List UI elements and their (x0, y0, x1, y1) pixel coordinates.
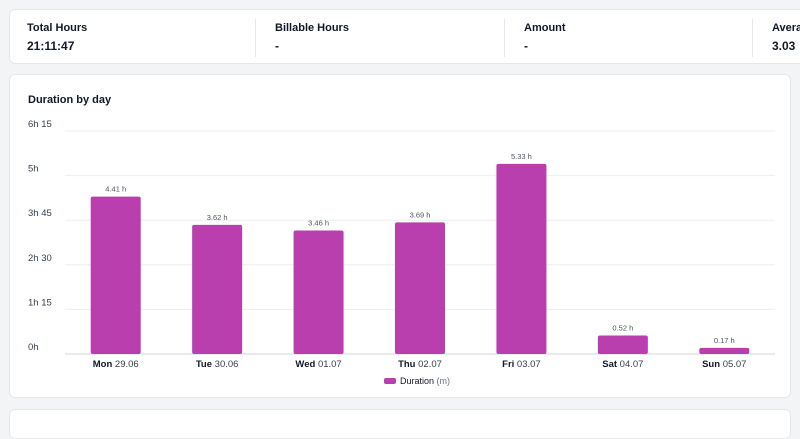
stat-label: Avera (772, 22, 800, 34)
chart-bar (192, 224, 243, 354)
bar-value-label: 3.62 h (207, 213, 228, 222)
chart-title: Duration by day (28, 94, 112, 106)
y-tick-label: 6h 15 (28, 119, 52, 130)
chart-bar (496, 163, 547, 354)
y-tick-label: 5h (28, 164, 39, 175)
chart-bar (293, 230, 344, 354)
y-tick-label: 0h (28, 342, 39, 353)
stat-value: - (275, 39, 279, 53)
stat-label: Amount (524, 22, 566, 34)
bar-value-label: 3.46 h (308, 219, 329, 228)
x-tick-label: Fri 03.07 (502, 359, 541, 370)
x-tick-label: Sat 04.07 (602, 359, 643, 370)
stat-label: Total Hours (27, 22, 88, 34)
chart-bar (90, 196, 141, 354)
stat-divider (504, 19, 505, 57)
chart-bar (597, 335, 648, 354)
stat-value: 21:11:47 (27, 39, 75, 53)
stat-divider (255, 19, 256, 57)
x-tick-label: Tue 30.06 (196, 359, 239, 370)
bar-value-label: 4.41 h (105, 185, 126, 194)
x-tick-label: Thu 02.07 (398, 359, 442, 370)
duration-by-day-card: Duration by day 0h 1h 15 2h 30 3h 45 5h 6h 15… (9, 74, 791, 398)
stat-value: - (524, 39, 528, 53)
legend-label: Duration (m) (400, 376, 450, 386)
bar-value-label: 5.33 h (511, 152, 532, 161)
chart-bar (699, 347, 750, 354)
next-card (9, 409, 791, 439)
x-tick-label: Mon 29.06 (93, 359, 139, 370)
stat-value: 3.03 (772, 39, 796, 53)
x-tick-label: Wed 01.07 (295, 359, 341, 370)
stat-divider (752, 19, 753, 57)
bar-value-label: 3.69 h (410, 210, 431, 219)
chart-bar (395, 222, 445, 354)
y-tick-label: 1h 15 (28, 297, 52, 308)
bar-value-label: 0.17 h (714, 336, 735, 345)
stat-label: Billable Hours (275, 22, 349, 34)
duration-bar-chart: 0h 1h 15 2h 30 3h 45 5h 6h 15 4.41 h Mon 29.06 3… (28, 119, 775, 386)
summary-stats-card: Total Hours 21:11:47 Billable Hours - Am… (9, 9, 800, 64)
y-tick-label: 3h 45 (28, 208, 52, 219)
x-tick-label: Sun 05.07 (702, 359, 746, 370)
legend-swatch (384, 378, 396, 384)
bar-value-label: 0.52 h (612, 323, 633, 332)
y-tick-label: 2h 30 (28, 253, 52, 264)
